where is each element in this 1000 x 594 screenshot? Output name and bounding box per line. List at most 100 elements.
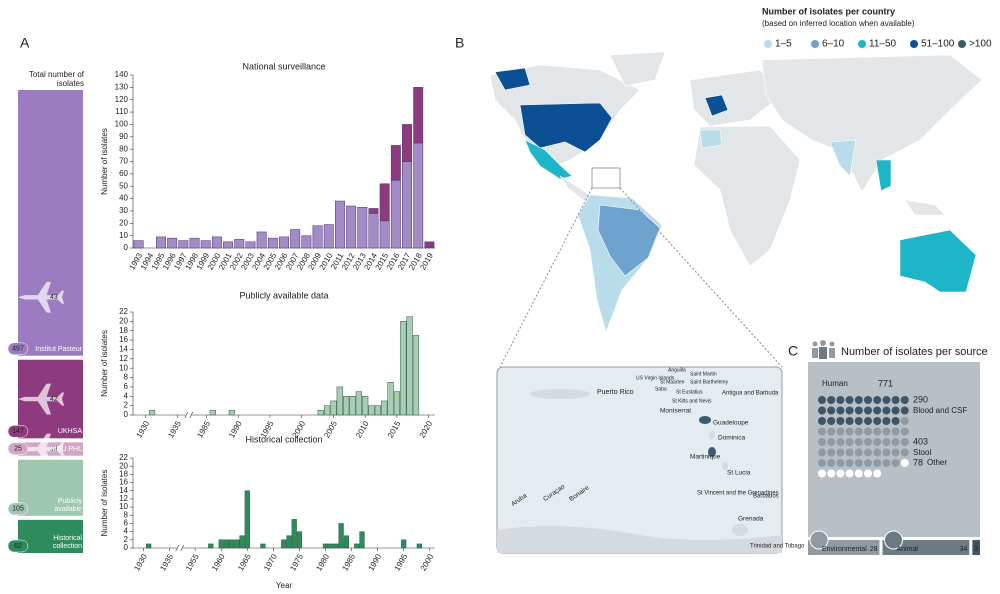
group-label: Blood and CSF bbox=[913, 406, 967, 415]
bar-segment bbox=[211, 236, 222, 249]
y-tick-label: 18 bbox=[119, 326, 128, 335]
bar-segment bbox=[413, 87, 424, 144]
y-tick-label: 20 bbox=[119, 316, 128, 325]
y-tick-label: 40 bbox=[119, 194, 128, 203]
source-count: 497 bbox=[12, 346, 24, 353]
bar bbox=[260, 543, 266, 549]
x-axis-label: Year bbox=[276, 581, 293, 590]
inset-label: Trinidad and Tobago bbox=[750, 544, 805, 550]
y-axis-label: Number of isolates bbox=[100, 330, 109, 397]
other-source-count: 3 bbox=[974, 546, 978, 553]
bar-segment bbox=[178, 240, 189, 249]
y-tick-label: 80 bbox=[119, 144, 128, 153]
y-tick-label: 90 bbox=[119, 132, 128, 141]
isolate-dot bbox=[882, 396, 891, 404]
inset-label: Saint Martin bbox=[690, 371, 717, 377]
x-tick-label: 1990 bbox=[367, 552, 384, 572]
inset-label: St Maarten bbox=[660, 379, 685, 385]
legend-swatch bbox=[811, 40, 819, 48]
isolate-dot bbox=[827, 396, 836, 404]
isolate-dot bbox=[882, 427, 891, 436]
isolate-dot bbox=[882, 406, 891, 415]
group-count: 403 bbox=[913, 436, 928, 446]
isolate-dot bbox=[836, 448, 845, 457]
dot-group bbox=[818, 459, 909, 478]
isolate-dot bbox=[891, 406, 900, 415]
inset-connector bbox=[499, 187, 593, 368]
y-tick-label: 4 bbox=[124, 391, 129, 400]
isolate-dot bbox=[900, 396, 909, 404]
isolate-dot bbox=[827, 406, 836, 415]
human-label: Human bbox=[822, 379, 848, 388]
isolate-dot bbox=[873, 448, 882, 457]
inset-label: St Eustatius bbox=[676, 389, 703, 395]
axis-break-gap bbox=[185, 413, 192, 417]
chart-title: Publicly available data bbox=[239, 290, 328, 300]
bar-segment bbox=[279, 236, 289, 249]
bar-segment bbox=[424, 241, 435, 249]
isolate-dot bbox=[845, 438, 854, 446]
axis-break-gap bbox=[176, 546, 183, 550]
axis-break bbox=[175, 544, 179, 552]
bar bbox=[338, 523, 344, 549]
x-tick-label: 2020 bbox=[418, 419, 435, 439]
isolate-dot bbox=[818, 469, 826, 478]
bar bbox=[223, 539, 230, 549]
inset-label: Martinique bbox=[690, 454, 721, 461]
y-tick-label: 110 bbox=[115, 107, 128, 116]
isolate-dot bbox=[891, 417, 900, 425]
inset-marker bbox=[591, 167, 621, 189]
x-tick-label: 1935 bbox=[166, 419, 183, 439]
bar bbox=[333, 543, 339, 549]
isolate-dot bbox=[882, 417, 891, 425]
bar bbox=[228, 410, 235, 416]
source-name: Institut Pasteur bbox=[35, 345, 82, 353]
isolate-dot bbox=[845, 459, 854, 467]
y-tick-label: 8 bbox=[124, 510, 129, 519]
bar bbox=[323, 405, 331, 416]
bar-segment bbox=[301, 235, 312, 249]
legend-label: 6–10 bbox=[822, 39, 845, 50]
x-tick-label: 1985 bbox=[340, 552, 357, 572]
count-badge bbox=[7, 425, 29, 438]
bar bbox=[359, 531, 365, 549]
isolate-dot bbox=[891, 396, 900, 404]
bar bbox=[343, 396, 350, 416]
isolate-dot bbox=[900, 417, 909, 425]
inset-label: Saba bbox=[655, 386, 667, 392]
column-title: Total number of isolates bbox=[28, 70, 84, 88]
isolate-dot bbox=[818, 417, 826, 425]
y-tick-label: 12 bbox=[119, 354, 128, 363]
isolate-dot bbox=[845, 469, 854, 478]
bar bbox=[416, 543, 422, 549]
x-tick-label: 1930 bbox=[135, 419, 152, 439]
x-tick-label: 1990 bbox=[227, 419, 244, 439]
isolate-dot bbox=[900, 448, 909, 457]
isolate-dot bbox=[836, 469, 845, 478]
source-segment bbox=[18, 90, 83, 356]
chart-title: Historical collection bbox=[245, 434, 322, 444]
y-tick-label: 10 bbox=[119, 231, 128, 240]
y-tick-label: 60 bbox=[119, 169, 128, 178]
bar-segment bbox=[256, 231, 267, 249]
bar bbox=[362, 396, 369, 416]
y-tick-label: 10 bbox=[119, 502, 128, 511]
y-tick-label: 120 bbox=[115, 95, 129, 104]
x-tick-label: 2005 bbox=[322, 419, 339, 439]
source-name: Historical collection bbox=[52, 535, 82, 550]
panel-label: A bbox=[20, 35, 30, 51]
bar-segment bbox=[379, 183, 390, 222]
x-tick-label: 2019 bbox=[418, 251, 435, 271]
x-tick-label: 1955 bbox=[184, 552, 201, 572]
legend-swatch bbox=[958, 40, 966, 48]
source-name: Publicly available bbox=[54, 497, 82, 513]
source-count: 25 bbox=[14, 446, 22, 453]
dot-group bbox=[818, 417, 909, 467]
y-tick-label: 22 bbox=[119, 453, 128, 462]
world-map bbox=[489, 51, 983, 333]
source-name: MDU PHL bbox=[50, 445, 82, 453]
isolate-dot bbox=[845, 427, 854, 436]
inset-label: Grenada bbox=[738, 516, 764, 523]
bar bbox=[374, 405, 381, 416]
bar bbox=[209, 410, 216, 416]
